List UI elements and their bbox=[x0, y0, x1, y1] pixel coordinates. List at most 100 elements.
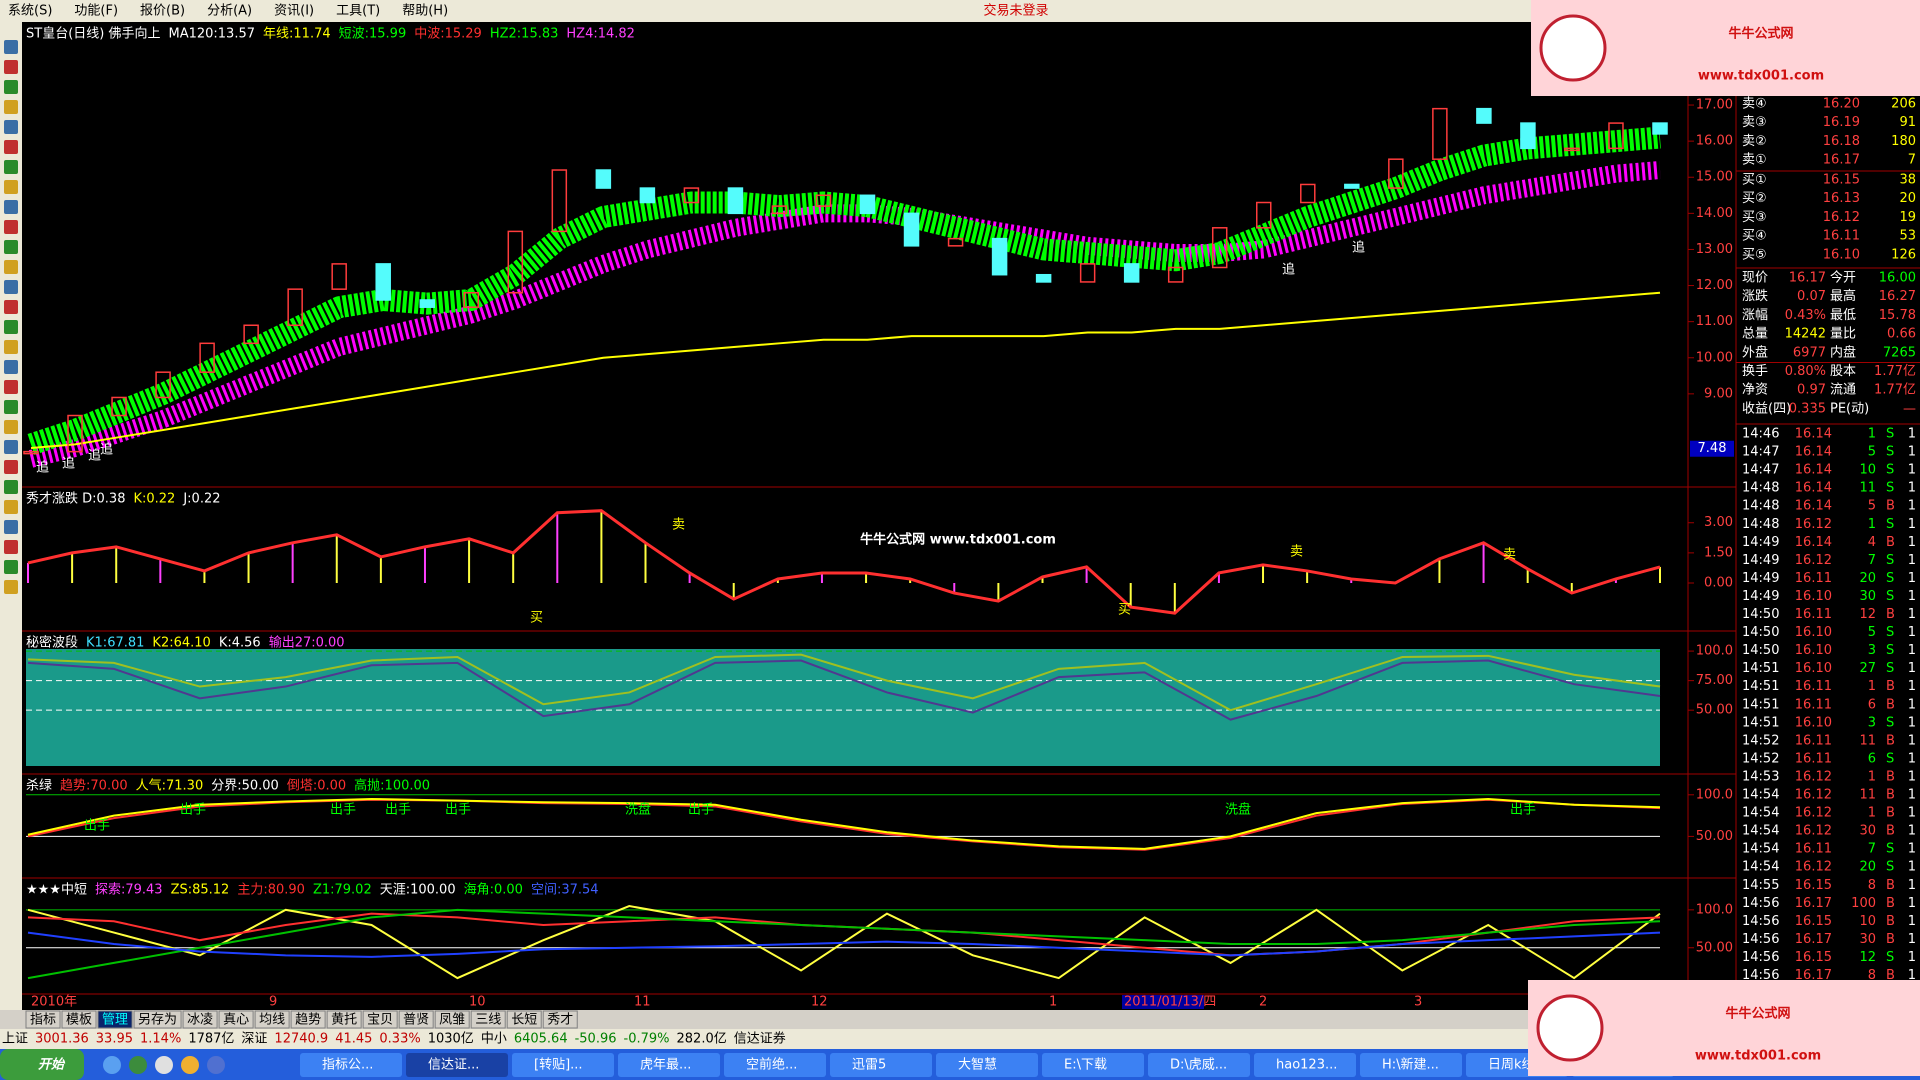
quick-launch[interactable] bbox=[207, 1056, 225, 1074]
menu-item[interactable]: 功能(F) bbox=[74, 4, 118, 19]
start-button[interactable] bbox=[0, 1049, 84, 1080]
menu-item[interactable]: 系统(S) bbox=[8, 4, 52, 19]
tab[interactable] bbox=[542, 1010, 578, 1029]
tab[interactable] bbox=[218, 1010, 254, 1029]
toolbar-icon[interactable] bbox=[4, 400, 18, 414]
tab-label[interactable]: 凤雏 bbox=[439, 1012, 465, 1028]
tab-label[interactable]: 管理 bbox=[102, 1013, 128, 1028]
toolbar-icon[interactable] bbox=[4, 180, 18, 194]
tab[interactable] bbox=[97, 1010, 133, 1029]
tab[interactable] bbox=[362, 1010, 398, 1029]
task-label[interactable]: hao123... bbox=[1276, 1058, 1337, 1073]
task-button[interactable] bbox=[300, 1053, 402, 1077]
task-label[interactable]: [转贴]... bbox=[534, 1058, 583, 1073]
status-bar bbox=[0, 1029, 1920, 1049]
tab-label[interactable]: 均线 bbox=[259, 1013, 285, 1028]
menu-item[interactable]: 工具(T) bbox=[336, 4, 380, 19]
toolbar-icon[interactable] bbox=[4, 80, 18, 94]
tab[interactable] bbox=[290, 1010, 326, 1029]
tab-label[interactable]: 趋势 bbox=[295, 1012, 321, 1028]
tab-label[interactable]: 另存为 bbox=[138, 1013, 177, 1028]
toolbar-icon[interactable] bbox=[4, 160, 18, 174]
task-label[interactable]: 迅雷5 bbox=[852, 1058, 886, 1073]
menu-item[interactable]: 分析(A) bbox=[207, 4, 252, 19]
toolbar-icon[interactable] bbox=[4, 520, 18, 534]
toolbar-icon[interactable] bbox=[4, 220, 18, 234]
tab-label[interactable]: 宝贝 bbox=[367, 1013, 393, 1028]
task-label[interactable]: 大智慧 bbox=[958, 1057, 997, 1073]
toolbar-icon[interactable] bbox=[4, 320, 18, 334]
task-button[interactable] bbox=[406, 1053, 508, 1077]
menu-item[interactable]: 报价(B) bbox=[140, 4, 185, 19]
quick-launch[interactable] bbox=[129, 1056, 147, 1074]
toolbar-icon[interactable] bbox=[4, 340, 18, 354]
tab[interactable] bbox=[61, 1010, 97, 1029]
menu-item[interactable]: 帮助(H) bbox=[402, 4, 448, 19]
task-button[interactable] bbox=[1254, 1053, 1356, 1077]
toolbar-icon[interactable] bbox=[4, 260, 18, 274]
tab-label[interactable]: 长短 bbox=[511, 1013, 537, 1028]
tab-label[interactable]: 指标 bbox=[30, 1013, 56, 1028]
toolbar-icon[interactable] bbox=[4, 140, 18, 154]
tab[interactable] bbox=[470, 1010, 506, 1029]
tick-time: 14:47 bbox=[1742, 445, 1779, 460]
toolbar-icon[interactable] bbox=[4, 480, 18, 494]
toolbar-icon[interactable] bbox=[4, 100, 18, 114]
toolbar-icon[interactable] bbox=[4, 200, 18, 214]
toolbar-icon[interactable] bbox=[4, 420, 18, 434]
task-button[interactable] bbox=[724, 1053, 826, 1077]
toolbar-icon[interactable] bbox=[4, 580, 18, 594]
task-button[interactable] bbox=[936, 1053, 1038, 1077]
tab[interactable] bbox=[254, 1010, 290, 1029]
toolbar-icon[interactable] bbox=[4, 540, 18, 554]
tab-label[interactable]: 黄托 bbox=[331, 1013, 357, 1028]
task-label[interactable]: 虎年最... bbox=[640, 1058, 691, 1073]
tick-price: 16.12 bbox=[1795, 824, 1832, 839]
tick-time: 14:53 bbox=[1742, 769, 1779, 784]
quote-value: 0.80% bbox=[1785, 364, 1826, 379]
task-label[interactable]: H:\新建... bbox=[1382, 1057, 1439, 1073]
task-label[interactable]: 空前绝... bbox=[746, 1057, 797, 1073]
tab-label[interactable]: 真心 bbox=[223, 1013, 249, 1028]
toolbar-icon[interactable] bbox=[4, 460, 18, 474]
task-button[interactable] bbox=[1148, 1053, 1250, 1077]
tab[interactable] bbox=[398, 1010, 434, 1029]
quick-launch[interactable] bbox=[181, 1056, 199, 1074]
tab[interactable] bbox=[25, 1010, 61, 1029]
toolbar-icon[interactable] bbox=[4, 440, 18, 454]
tab[interactable] bbox=[133, 1010, 182, 1029]
toolbar-icon[interactable] bbox=[4, 120, 18, 134]
price-marker-label: 7.48 bbox=[1698, 441, 1727, 456]
toolbar-icon[interactable] bbox=[4, 560, 18, 574]
task-label[interactable]: 指标公... bbox=[322, 1058, 373, 1073]
toolbar-icon[interactable] bbox=[4, 280, 18, 294]
toolbar-icon[interactable] bbox=[4, 300, 18, 314]
tab[interactable] bbox=[434, 1010, 470, 1029]
toolbar-icon[interactable] bbox=[4, 360, 18, 374]
task-label[interactable]: E:\下载 bbox=[1064, 1058, 1107, 1073]
quick-launch[interactable] bbox=[155, 1056, 173, 1074]
task-button[interactable] bbox=[512, 1053, 614, 1077]
toolbar-icon[interactable] bbox=[4, 240, 18, 254]
task-button[interactable] bbox=[1360, 1053, 1462, 1077]
tab-label[interactable]: 三线 bbox=[475, 1013, 501, 1028]
tab-label[interactable]: 普贤 bbox=[403, 1013, 429, 1028]
tab[interactable] bbox=[506, 1010, 542, 1029]
toolbar-icon[interactable] bbox=[4, 380, 18, 394]
toolbar-icon[interactable] bbox=[4, 60, 18, 74]
start-label[interactable]: 开始 bbox=[38, 1057, 66, 1073]
menu-item[interactable]: 资讯(I) bbox=[274, 4, 314, 19]
tab[interactable] bbox=[182, 1010, 218, 1029]
task-button[interactable] bbox=[618, 1053, 720, 1077]
toolbar-icon[interactable] bbox=[4, 40, 18, 54]
task-button[interactable] bbox=[830, 1053, 932, 1077]
tab-label[interactable]: 冰凌 bbox=[187, 1013, 213, 1028]
task-label[interactable]: 信达证... bbox=[428, 1058, 479, 1073]
task-button[interactable] bbox=[1042, 1053, 1144, 1077]
tab-label[interactable]: 模板 bbox=[66, 1013, 92, 1028]
task-label[interactable]: D:\虎威... bbox=[1170, 1058, 1227, 1073]
tab[interactable] bbox=[326, 1010, 362, 1029]
quick-launch[interactable] bbox=[103, 1056, 121, 1074]
toolbar-icon[interactable] bbox=[4, 500, 18, 514]
tab-label[interactable]: 秀才 bbox=[547, 1013, 573, 1028]
